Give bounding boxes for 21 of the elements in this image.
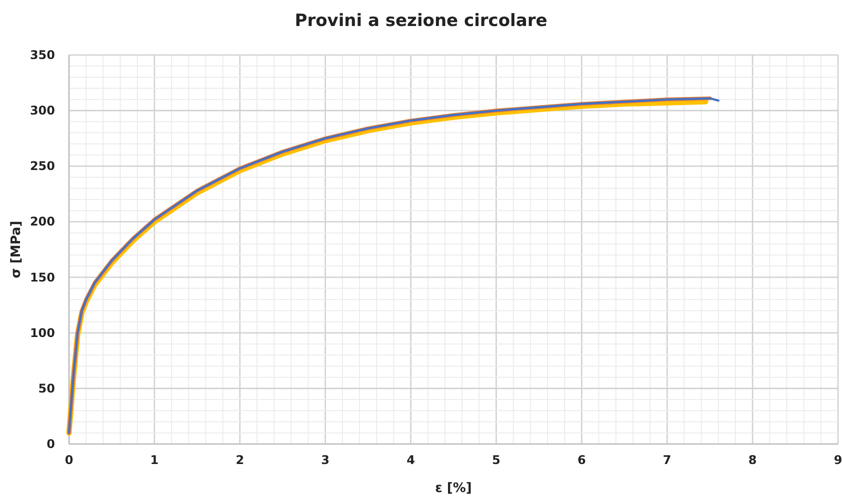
y-tick-label: 150 <box>30 270 55 284</box>
chart-title: Provini a sezione circolare <box>294 11 548 31</box>
y-axis-title: σ [MPa] <box>9 220 24 278</box>
x-tick-label: 2 <box>236 453 244 467</box>
x-tick-label: 9 <box>834 453 842 467</box>
x-tick-label: 0 <box>64 453 74 467</box>
x-tick-label: 4 <box>406 453 415 467</box>
y-tick-label: 100 <box>30 326 55 340</box>
y-tick-label: 250 <box>30 159 55 174</box>
x-tick-label: 1 <box>150 453 159 467</box>
y-tick-label: 0 <box>46 437 55 451</box>
x-tick-label: 5 <box>492 453 500 467</box>
x-tick-label: 3 <box>321 453 330 467</box>
y-tick-label: 200 <box>30 214 55 229</box>
y-tick-label: 50 <box>38 381 55 396</box>
x-axis-title: ε [%] <box>435 481 472 496</box>
x-tick-label: 7 <box>662 453 672 467</box>
x-tick-label: 8 <box>748 453 757 467</box>
y-tick-label: 300 <box>30 104 55 118</box>
x-tick-label: 6 <box>577 453 586 467</box>
y-tick-label: 350 <box>30 48 55 62</box>
